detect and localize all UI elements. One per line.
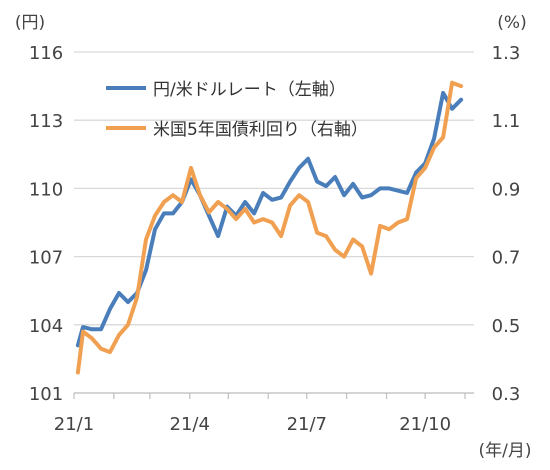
right-tick-label: 1.3 bbox=[492, 43, 521, 64]
x-tick-label: 21/10 bbox=[399, 414, 451, 435]
right-tick-label: 0.9 bbox=[492, 179, 521, 200]
right-tick-label: 0.7 bbox=[492, 248, 521, 269]
right-tick-label: 0.3 bbox=[492, 384, 521, 405]
left-tick-label: 101 bbox=[29, 384, 63, 405]
legend-label-us5y: 米国5年国債利回り（右軸） bbox=[153, 120, 368, 140]
series-lines bbox=[75, 80, 464, 375]
right-axis-unit-label: (%) bbox=[497, 13, 526, 33]
x-tick-label: 21/4 bbox=[170, 414, 210, 435]
left-axis-ticks: 101 104 107 110 113 116 bbox=[29, 43, 63, 405]
x-tick-label: 21/7 bbox=[287, 414, 327, 435]
legend-label-usdjpy: 円/米ドルレート（左軸） bbox=[153, 80, 346, 100]
left-tick-label: 116 bbox=[29, 43, 63, 64]
left-tick-label: 107 bbox=[29, 248, 63, 269]
left-tick-label: 113 bbox=[29, 111, 63, 132]
legend: 円/米ドルレート（左軸） 米国5年国債利回り（右軸） bbox=[106, 80, 368, 140]
x-axis-label: (年/月) bbox=[479, 441, 532, 461]
right-tick-label: 0.5 bbox=[492, 316, 521, 337]
x-tick-label: 21/1 bbox=[54, 414, 94, 435]
left-tick-label: 104 bbox=[29, 316, 63, 337]
x-axis-ticks: 21/1 21/4 21/7 21/10 bbox=[54, 392, 474, 435]
right-axis-ticks: 0.3 0.5 0.7 0.9 1.1 1.3 bbox=[492, 43, 521, 405]
right-tick-label: 1.1 bbox=[492, 111, 521, 132]
left-tick-label: 110 bbox=[29, 179, 63, 200]
series-line-us5y bbox=[75, 80, 464, 375]
left-axis-unit-label: (円) bbox=[15, 13, 45, 33]
